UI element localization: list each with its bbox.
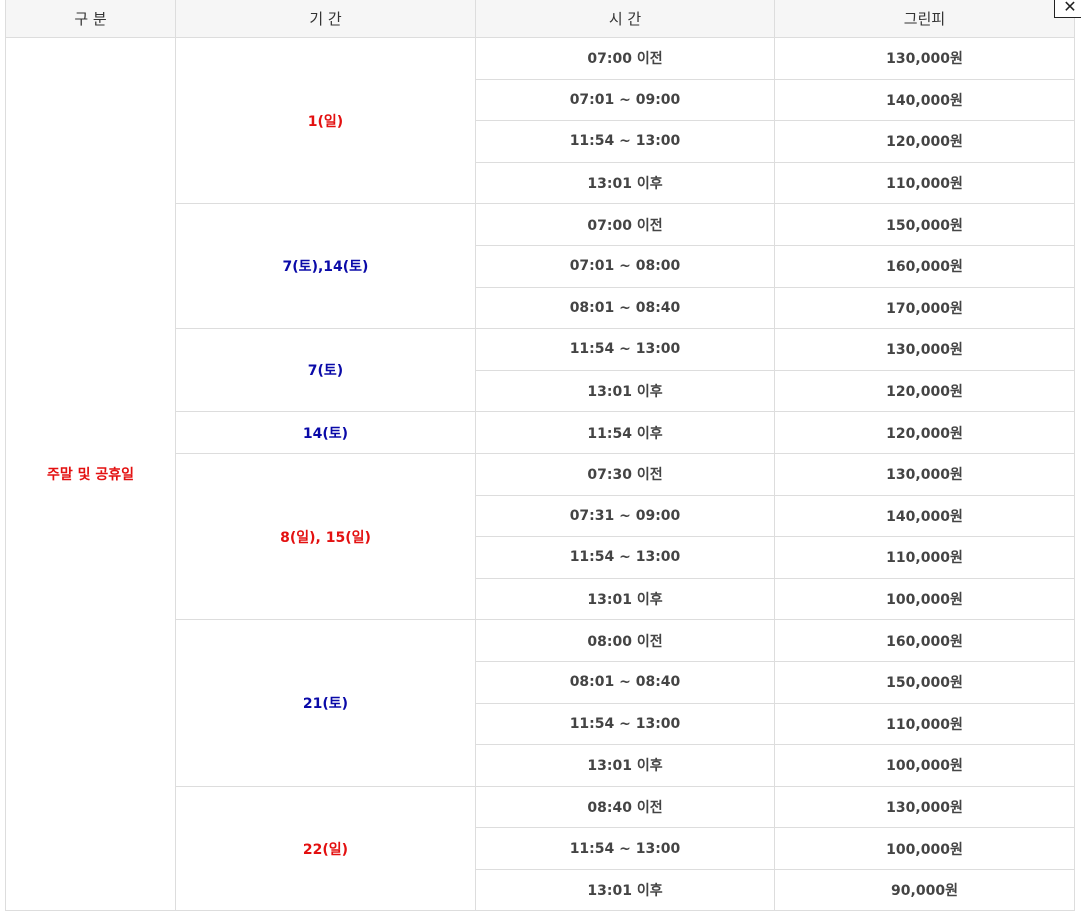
fee-cell: 160,000원 xyxy=(774,244,1075,288)
table-row: 7(토) 11:54 ~ 13:00 130,000원 xyxy=(6,328,1075,413)
table-row: 13:01 이후 110,000원 xyxy=(6,161,1075,205)
header-row: 구 분 기 간 시 간 그린피 xyxy=(5,0,1075,38)
fee-cell: 150,000원 xyxy=(774,203,1075,246)
table-row: 07:01 ~ 08:00 160,000원 xyxy=(6,244,1075,288)
time-cell: 07:30 이전 xyxy=(475,452,775,496)
period-cell: 1(일) xyxy=(175,36,476,205)
fee-cell: 140,000원 xyxy=(774,494,1075,538)
fee-cell: 110,000원 xyxy=(774,161,1075,205)
time-cell: 13:01 이후 xyxy=(475,369,775,413)
period-cell: 8(일), 15(일) xyxy=(175,452,476,621)
category-cell: 주말 및 공휴일 xyxy=(5,36,176,912)
fee-cell: 160,000원 xyxy=(774,619,1075,662)
fee-cell: 90,000원 xyxy=(774,868,1075,912)
fee-cell: 150,000원 xyxy=(774,660,1075,704)
time-cell: 13:01 이후 xyxy=(475,868,775,912)
table-row: 13:01 이후 90,000원 xyxy=(6,868,1075,912)
table-row: 주말 및 공휴일 1(일) 07:00 이전 130,000원 xyxy=(5,36,1075,912)
fee-cell: 110,000원 xyxy=(774,702,1075,746)
period-cell: 14(토) xyxy=(175,411,476,454)
table-row: 8(일), 15(일) 07:30 이전 130,000원 xyxy=(6,452,1075,621)
time-cell: 13:01 이후 xyxy=(475,161,775,205)
header-period: 기 간 xyxy=(175,0,476,38)
table-row: 13:01 이후 120,000원 xyxy=(6,369,1075,413)
close-icon: ✕ xyxy=(1063,0,1077,16)
time-cell: 11:54 ~ 13:00 xyxy=(475,328,775,371)
table-row: 07:31 ~ 09:00 140,000원 xyxy=(6,494,1075,538)
time-cell: 07:00 이전 xyxy=(475,203,775,246)
time-cell: 11:54 ~ 13:00 xyxy=(475,120,775,163)
time-cell: 08:40 이전 xyxy=(475,785,775,829)
fee-cell: 130,000원 xyxy=(774,328,1075,371)
time-cell: 13:01 이후 xyxy=(475,744,775,787)
close-button[interactable]: ✕ xyxy=(1054,0,1081,18)
table-row: 22(일) 08:40 이전 130,000원 xyxy=(6,785,1075,912)
time-cell: 11:54 ~ 13:00 xyxy=(475,827,775,870)
period-cell: 7(토) xyxy=(175,328,476,413)
header-green-fee: 그린피 xyxy=(774,0,1075,38)
table-row: 11:54 ~ 13:00 100,000원 xyxy=(6,827,1075,870)
time-cell: 07:00 이전 xyxy=(475,37,775,80)
green-fee-table: 구 분 기 간 시 간 그린피 주말 및 공휴일 1(일) 07:00 이전 130,… xyxy=(5,0,1075,912)
time-cell: 07:31 ~ 09:00 xyxy=(475,494,775,538)
fee-cell: 140,000원 xyxy=(774,78,1075,122)
fee-cell: 120,000원 xyxy=(774,369,1075,413)
time-cell: 08:01 ~ 08:40 xyxy=(475,660,775,704)
fee-cell: 110,000원 xyxy=(774,536,1075,579)
time-cell: 07:01 ~ 08:00 xyxy=(475,244,775,288)
table-body: 주말 및 공휴일 1(일) 07:00 이전 130,000원 07:01 ~ 09:0… xyxy=(5,36,1075,912)
fee-cell: 100,000원 xyxy=(774,827,1075,870)
fee-cell: 130,000원 xyxy=(774,37,1075,80)
fee-cell: 120,000원 xyxy=(774,120,1075,163)
fee-cell: 130,000원 xyxy=(774,452,1075,496)
table-row: 11:54 ~ 13:00 110,000원 xyxy=(6,536,1075,579)
time-cell: 11:54 ~ 13:00 xyxy=(475,702,775,746)
table-row: 14(토) 11:54 이후 120,000원 xyxy=(6,411,1075,454)
table-row: 08:01 ~ 08:40 170,000원 xyxy=(6,286,1075,330)
table-row: 7(토),14(토) 07:00 이전 150,000원 xyxy=(6,203,1075,330)
fee-cell: 130,000원 xyxy=(774,785,1075,829)
fee-cell: 120,000원 xyxy=(774,411,1075,454)
header-time: 시 간 xyxy=(475,0,775,38)
table-header: 구 분 기 간 시 간 그린피 xyxy=(5,0,1075,38)
fee-cell: 100,000원 xyxy=(774,744,1075,787)
table-row: 13:01 이후 100,000원 xyxy=(6,744,1075,787)
period-cell: 22(일) xyxy=(175,785,476,912)
header-category: 구 분 xyxy=(5,0,176,38)
table-row: 13:01 이후 100,000원 xyxy=(6,577,1075,621)
period-cell: 21(토) xyxy=(175,619,476,787)
time-cell: 11:54 ~ 13:00 xyxy=(475,536,775,579)
table-row: 11:54 ~ 13:00 120,000원 xyxy=(6,120,1075,163)
period-cell: 7(토),14(토) xyxy=(175,203,476,330)
time-cell: 08:00 이전 xyxy=(475,619,775,662)
table-row: 21(토) 08:00 이전 160,000원 xyxy=(6,619,1075,787)
time-cell: 08:01 ~ 08:40 xyxy=(475,286,775,330)
time-cell: 07:01 ~ 09:00 xyxy=(475,78,775,122)
table-row: 07:01 ~ 09:00 140,000원 xyxy=(6,78,1075,122)
fee-cell: 100,000원 xyxy=(774,577,1075,621)
time-cell: 11:54 이후 xyxy=(475,411,775,454)
fee-cell: 170,000원 xyxy=(774,286,1075,330)
time-cell: 13:01 이후 xyxy=(475,577,775,621)
